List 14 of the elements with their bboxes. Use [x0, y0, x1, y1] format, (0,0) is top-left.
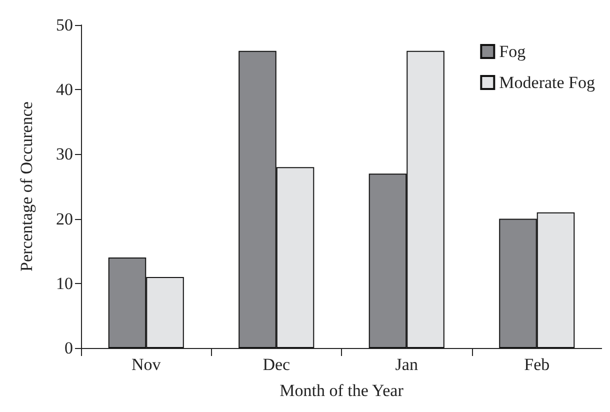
y-tick-label: 0 [64, 338, 73, 358]
x-tick-label: Jan [395, 355, 418, 374]
x-tick-label: Feb [524, 355, 550, 374]
legend-label: Fog [499, 42, 526, 61]
x-tick-label: Nov [131, 355, 162, 374]
y-tick-label: 20 [56, 209, 73, 228]
y-tick-label: 30 [56, 144, 73, 164]
x-tick-label: Dec [262, 355, 291, 374]
y-tick-label: 50 [56, 16, 73, 34]
x-axis-title: Month of the Year [280, 381, 404, 400]
y-tick-label: 10 [56, 274, 73, 293]
y-axis-title: Percentage of Occurence [17, 102, 36, 272]
y-tick-label: 40 [56, 80, 73, 100]
legend-label: Moderate Fog [499, 73, 596, 92]
